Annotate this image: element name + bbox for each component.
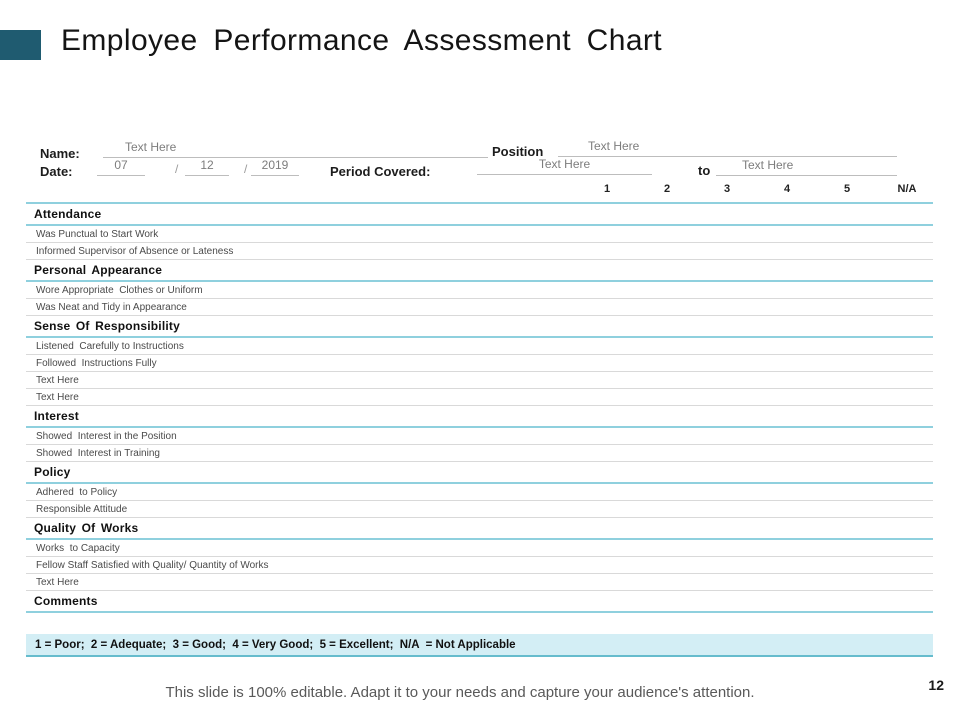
- item-row: Responsible Attitude: [26, 501, 933, 518]
- date-month-field[interactable]: 07: [97, 158, 145, 176]
- item-row: Followed Instructions Fully: [26, 355, 933, 372]
- item-label: Text Here: [36, 391, 79, 403]
- item-row: Showed Interest in Training: [26, 445, 933, 462]
- legend-text: 1 = Poor; 2 = Adequate; 3 = Good; 4 = Ve…: [35, 638, 516, 651]
- item-label: Showed Interest in the Position: [36, 430, 177, 442]
- item-label: Text Here: [36, 576, 79, 588]
- section-title: Personal Appearance: [34, 263, 163, 277]
- item-row: Text Here: [26, 574, 933, 591]
- item-label: Was Neat and Tidy in Appearance: [36, 301, 187, 313]
- item-label: Responsible Attitude: [36, 503, 128, 515]
- item-label: Text Here: [36, 374, 79, 386]
- position-label: Position: [492, 144, 544, 159]
- section-header-row: Sense Of Responsibility: [26, 316, 933, 338]
- item-label: Works to Capacity: [36, 542, 120, 554]
- rating-column-label: 2: [663, 183, 671, 195]
- item-row: Text Here: [26, 389, 933, 406]
- item-row: Was Punctual to Start Work: [26, 226, 933, 243]
- item-label: Showed Interest in Training: [36, 447, 160, 459]
- rating-column-label: N/A: [897, 183, 917, 195]
- title-accent-square: [0, 30, 41, 60]
- date-day-value: 12: [200, 158, 214, 172]
- page-title: Employee Performance Assessment Chart: [61, 24, 663, 57]
- section-title: Comments: [34, 594, 98, 608]
- section-title: Interest: [34, 409, 79, 423]
- item-label: Listened Carefully to Instructions: [36, 340, 184, 352]
- item-row: Listened Carefully to Instructions: [26, 338, 933, 355]
- item-row: Wore Appropriate Clothes or Uniform: [26, 282, 933, 299]
- item-row: Works to Capacity: [26, 540, 933, 557]
- period-to-label: to: [698, 163, 711, 178]
- item-label: Was Punctual to Start Work: [36, 228, 159, 240]
- rating-column-label: 3: [723, 183, 731, 195]
- period-to-field[interactable]: Text Here: [716, 158, 897, 176]
- footer: This slide is 100% editable. Adapt it to…: [0, 684, 920, 702]
- section-title: Attendance: [34, 207, 102, 221]
- item-row: Text Here: [26, 372, 933, 389]
- position-field[interactable]: Text Here: [558, 139, 897, 157]
- legend-bar: 1 = Poor; 2 = Adequate; 3 = Good; 4 = Ve…: [26, 634, 933, 657]
- item-row: Was Neat and Tidy in Appearance: [26, 299, 933, 316]
- section-header-row: Policy: [26, 462, 933, 484]
- period-covered-label: Period Covered:: [330, 164, 431, 179]
- section-header-row: Personal Appearance: [26, 260, 933, 282]
- date-month-value: 07: [114, 158, 128, 172]
- date-separator: /: [175, 162, 179, 176]
- item-row: Adhered to Policy: [26, 484, 933, 501]
- date-separator: /: [244, 162, 248, 176]
- item-label: Informed Supervisor of Absence or Latene…: [36, 245, 234, 257]
- item-label: Wore Appropriate Clothes or Uniform: [36, 284, 203, 296]
- item-row: Informed Supervisor of Absence or Latene…: [26, 243, 933, 260]
- name-label: Name:: [40, 146, 80, 161]
- date-year-field[interactable]: 2019: [251, 158, 299, 176]
- section-title: Sense Of Responsibility: [34, 319, 180, 333]
- date-label: Date:: [40, 164, 73, 179]
- name-value: Text Here: [125, 140, 177, 154]
- name-field[interactable]: Text Here: [103, 140, 488, 158]
- period-from-value: Text Here: [538, 157, 591, 171]
- rating-column-label: 5: [843, 183, 851, 195]
- rating-columns-header: 1 2 3 4 5 N/A: [577, 183, 937, 195]
- section-header-row: Quality Of Works: [26, 518, 933, 540]
- date-day-field[interactable]: 12: [185, 158, 229, 176]
- item-label: Fellow Staff Satisfied with Quality/ Qua…: [36, 559, 269, 571]
- page-number: 12: [928, 677, 944, 693]
- section-header-row: Interest: [26, 406, 933, 428]
- period-from-field[interactable]: Text Here: [477, 157, 652, 175]
- item-label: Adhered to Policy: [36, 486, 118, 498]
- position-value: Text Here: [588, 139, 640, 153]
- section-header-row: Attendance: [26, 204, 933, 226]
- rating-column-label: 4: [783, 183, 791, 195]
- section-title: Quality Of Works: [34, 521, 139, 535]
- period-to-value: Text Here: [742, 158, 794, 172]
- item-row: Showed Interest in the Position: [26, 428, 933, 445]
- item-row: Fellow Staff Satisfied with Quality/ Qua…: [26, 557, 933, 574]
- date-year-value: 2019: [261, 158, 289, 172]
- section-header-row: Comments: [26, 591, 933, 613]
- assessment-table: Attendance Was Punctual to Start Work Info…: [26, 202, 933, 613]
- item-label: Followed Instructions Fully: [36, 357, 157, 369]
- footer-text: This slide is 100% editable. Adapt it to…: [165, 684, 755, 701]
- rating-column-label: 1: [603, 183, 611, 195]
- section-title: Policy: [34, 465, 71, 479]
